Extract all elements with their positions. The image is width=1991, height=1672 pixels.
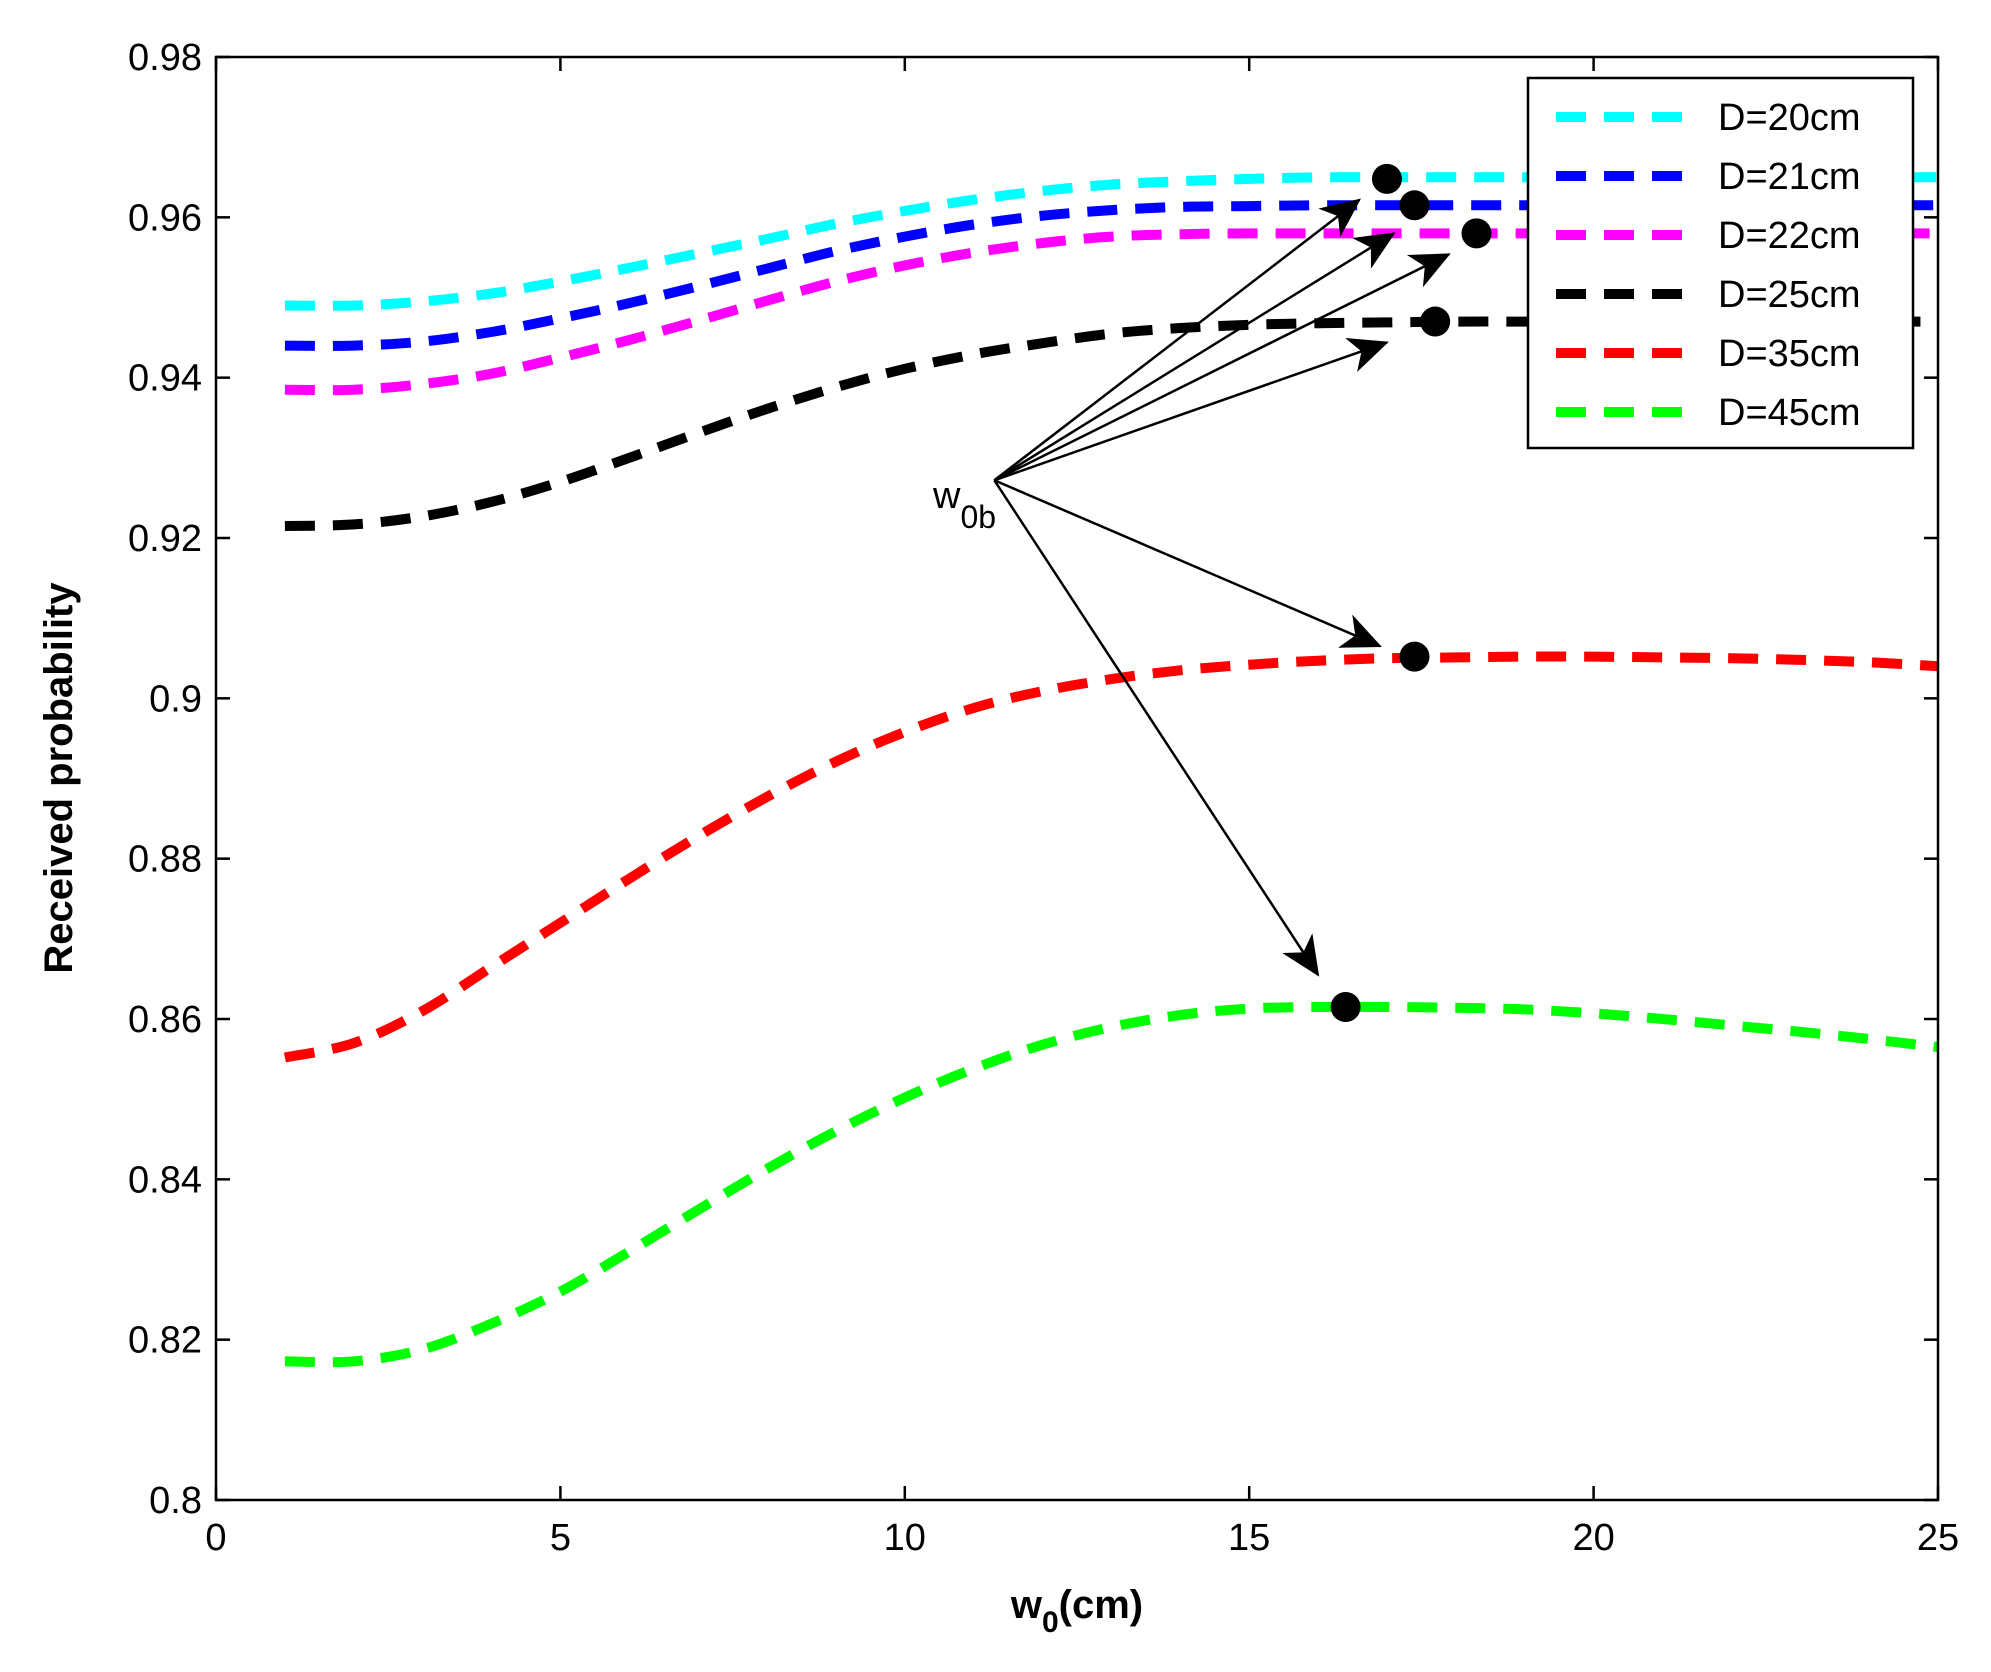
optimal-point (1420, 306, 1451, 337)
x-tick-label: 25 (1917, 1517, 1959, 1559)
y-tick-label: 0.8 (149, 1480, 202, 1522)
x-tick-label: 0 (205, 1517, 226, 1559)
annotation-label-main: w (932, 475, 961, 517)
optimal-points (1330, 163, 1492, 1022)
series-line-1 (284, 172, 1938, 311)
annotation-arrow (993, 198, 1361, 482)
x-tick-label: 15 (1228, 1517, 1270, 1559)
annotation-arrow (993, 253, 1451, 482)
y-tick-label: 0.9 (149, 678, 202, 720)
legend: D=20cm D=21cm D=22cm D=25cm D=35cm D=45cm (1526, 76, 1915, 450)
annotation-arrow (993, 479, 1320, 977)
optimal-point (1371, 163, 1402, 194)
y-tick-label: 0.94 (128, 358, 202, 400)
annotation-arrow (993, 338, 1389, 482)
optimal-point (1399, 641, 1430, 672)
x-axis-title-main: w (1010, 1583, 1043, 1627)
x-axis-title-subscript: 0 (1042, 1606, 1059, 1639)
y-tick-label: 0.86 (128, 999, 202, 1041)
series-line-6 (284, 1001, 1939, 1368)
annotation-label-subscript: 0b (960, 499, 996, 535)
legend-label: D=25cm (1718, 274, 1861, 316)
x-tick-label: 10 (884, 1517, 926, 1559)
legend-label: D=20cm (1718, 97, 1861, 139)
optimal-point (1399, 190, 1430, 221)
y-tick-label: 0.84 (128, 1159, 202, 1201)
y-tick-label: 0.96 (128, 197, 202, 239)
legend-label: D=35cm (1718, 333, 1861, 375)
x-axis-title-suffix: (cm) (1059, 1583, 1143, 1627)
y-tick-label: 0.88 (128, 839, 202, 881)
annotation-arrow (993, 232, 1396, 482)
x-tick-label: 5 (550, 1517, 571, 1559)
series-line-5 (283, 651, 1939, 1063)
legend-label: D=45cm (1718, 392, 1861, 434)
y-axis: 0.8 0.82 0.84 0.86 0.88 0.9 0.92 0.94 0.96 0.98 (128, 37, 1938, 1522)
x-tick-label: 20 (1572, 1517, 1614, 1559)
series-line-2 (284, 200, 1938, 351)
legend-label: D=22cm (1718, 215, 1861, 257)
y-tick-label: 0.98 (128, 37, 202, 79)
legend-box (1526, 76, 1915, 450)
annotation-arrow (993, 479, 1382, 648)
x-axis: 0 5 10 15 20 25 (205, 57, 1959, 1559)
y-axis-title: Received probability (37, 582, 81, 974)
optimal-point (1461, 218, 1492, 249)
plot-frame (214, 55, 1940, 1502)
annotation-label: w0b (932, 475, 996, 535)
y-tick-label: 0.92 (128, 518, 202, 560)
y-tick-label: 0.82 (128, 1320, 202, 1362)
legend-label: D=21cm (1718, 156, 1861, 198)
x-axis-title: w0(cm) (1010, 1583, 1143, 1639)
optimal-point (1330, 991, 1361, 1022)
annotation-layer (993, 198, 1451, 977)
